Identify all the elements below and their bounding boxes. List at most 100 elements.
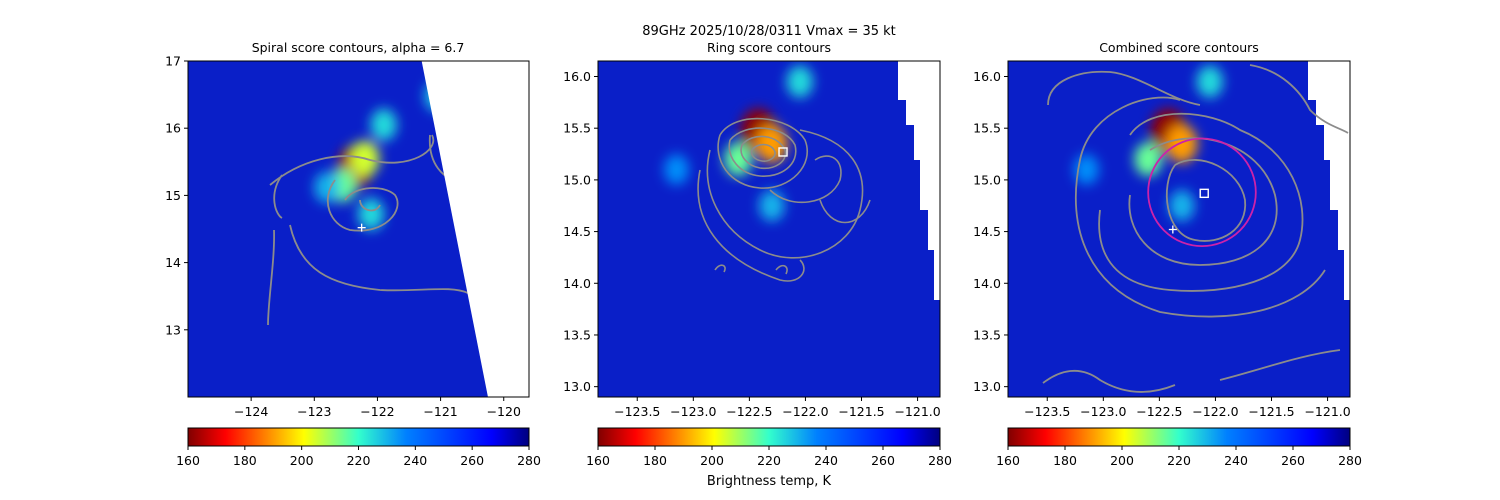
brightness-heatmap-spiral <box>188 61 529 397</box>
y-tick-label: 14.5 <box>973 224 1001 239</box>
colorbar-tick-label: 220 <box>757 453 781 468</box>
heatmap-background <box>598 61 940 397</box>
x-tick-label: −122.5 <box>1136 404 1182 419</box>
y-tick-label: 13.0 <box>563 379 591 394</box>
heatmap-cold-spot <box>1169 190 1195 222</box>
y-tick-label: 16 <box>165 121 181 136</box>
y-tick-label: 15.5 <box>973 121 1001 136</box>
x-tick-label: −120 <box>487 404 521 419</box>
x-tick-label: −121 <box>423 404 457 419</box>
x-tick-label: −123.0 <box>1080 404 1126 419</box>
y-tick-label: 16.0 <box>563 69 591 84</box>
x-tick-label: −121.5 <box>838 404 884 419</box>
y-tick-label: 13.5 <box>563 327 591 342</box>
x-tick-label: −123.0 <box>670 404 716 419</box>
x-tick-label: −124 <box>234 404 268 419</box>
colorbar-tick-label: 260 <box>1281 453 1305 468</box>
colorbar-tick-label: 240 <box>814 453 838 468</box>
ring-fit-circle <box>1147 137 1257 248</box>
y-tick-label: 13 <box>165 322 181 337</box>
heatmap-cold-spot <box>664 154 689 185</box>
heatmap-cold-spot <box>1166 124 1198 163</box>
combined-score-panel: Combined score contours −123.5 −123.0 −122… <box>973 40 1362 468</box>
y-tick-label: 15.5 <box>563 121 591 136</box>
x-tick-label: −121.0 <box>894 404 940 419</box>
x-tick-label: −123.5 <box>1024 404 1070 419</box>
colorbar-tick-label: 220 <box>347 453 371 468</box>
panel-title-combined: Combined score contours <box>1099 40 1259 55</box>
y-tick-label: 15 <box>165 188 181 203</box>
y-tick-label: 13.0 <box>973 379 1001 394</box>
x-tick-label: −123.5 <box>614 404 660 419</box>
swath-no-data-region <box>421 61 529 397</box>
center-plus-marker <box>1168 225 1177 234</box>
axes-frame <box>187 60 530 398</box>
ring-score-contours <box>697 117 871 282</box>
heatmap-background <box>1008 61 1350 397</box>
colorbar-tick-label: 260 <box>871 453 895 468</box>
colorbar-tick-label: 240 <box>403 453 427 468</box>
y-tick-label: 17 <box>165 54 181 69</box>
x-tick-label: −121.0 <box>1304 404 1350 419</box>
heatmap-cold-spot <box>370 108 397 141</box>
colorbar-tick-label: 160 <box>996 453 1020 468</box>
colorbar-tick-label: 180 <box>643 453 667 468</box>
x-tick-label: −122.0 <box>782 404 828 419</box>
heatmap-cold-spot <box>724 142 753 177</box>
combined-score-contours <box>1042 64 1349 393</box>
axes-frame <box>597 60 941 398</box>
heatmap-cold-spot <box>756 124 788 163</box>
brightness-heatmap-combined <box>1008 61 1350 397</box>
colorbar-tick-label: 240 <box>1224 453 1248 468</box>
colorbar-tick-label: 280 <box>1338 453 1362 468</box>
y-tick-label: 14 <box>165 255 181 270</box>
y-tick-label: 13.5 <box>973 327 1001 342</box>
ring-score-panel: Ring score contours −123.5 −123.0 −122.5 −1… <box>563 40 952 489</box>
x-tick-label: −121.5 <box>1248 404 1294 419</box>
spiral-score-contours <box>267 134 471 326</box>
colorbar-tick-label: 180 <box>1053 453 1077 468</box>
colorbar <box>597 427 941 447</box>
y-tick-label: 15.0 <box>973 172 1001 187</box>
spiral-score-panel: Spiral score contours, alpha = 6.7 −124 −… <box>165 40 541 468</box>
colorbar-tick-label: 160 <box>176 453 200 468</box>
x-tick-label: −123 <box>297 404 331 419</box>
colorbar-tick-label: 200 <box>290 453 314 468</box>
colorbar-tick-label: 180 <box>233 453 257 468</box>
figure-suptitle: 89GHz 2025/10/28/0311 Vmax = 35 kt <box>642 24 896 39</box>
colorbar-tick-label: 260 <box>460 453 484 468</box>
swath-no-data-region <box>888 61 940 300</box>
brightness-heatmap-ring <box>598 61 940 397</box>
colorbar-tick-label: 200 <box>700 453 724 468</box>
heatmap-cold-spot <box>786 65 813 98</box>
x-tick-label: −122.5 <box>726 404 772 419</box>
heatmap-cold-spot <box>358 198 385 231</box>
heatmap-cold-spot <box>1134 142 1163 177</box>
heatmap-cold-spot <box>759 190 785 222</box>
x-tick-label: −122.0 <box>1192 404 1238 419</box>
center-square-marker <box>778 147 788 157</box>
x-tick-label: −122 <box>360 404 394 419</box>
y-tick-label: 14.0 <box>973 276 1001 291</box>
colorbar <box>187 427 530 447</box>
y-tick-label: 15.0 <box>563 172 591 187</box>
center-plus-marker <box>357 223 366 232</box>
panel-title-spiral: Spiral score contours, alpha = 6.7 <box>252 40 465 55</box>
y-tick-label: 16.0 <box>973 69 1001 84</box>
panel-title-ring: Ring score contours <box>707 40 831 55</box>
colorbar-tick-label: 160 <box>586 453 610 468</box>
colorbar-tick-label: 280 <box>517 453 541 468</box>
heatmap-cold-spot <box>314 171 340 203</box>
colorbar-tick-label: 280 <box>928 453 952 468</box>
colorbar-tick-label: 200 <box>1110 453 1134 468</box>
y-tick-label: 14.5 <box>563 224 591 239</box>
center-square-marker <box>1199 188 1209 199</box>
colorbar-label: Brightness temp, K <box>707 474 832 489</box>
axes-frame <box>1007 60 1351 398</box>
heatmap-cold-spot <box>1196 65 1223 98</box>
colorbar <box>1007 427 1351 447</box>
y-tick-label: 14.0 <box>563 276 591 291</box>
colorbar-tick-label: 220 <box>1167 453 1191 468</box>
swath-no-data-region <box>1298 61 1350 300</box>
